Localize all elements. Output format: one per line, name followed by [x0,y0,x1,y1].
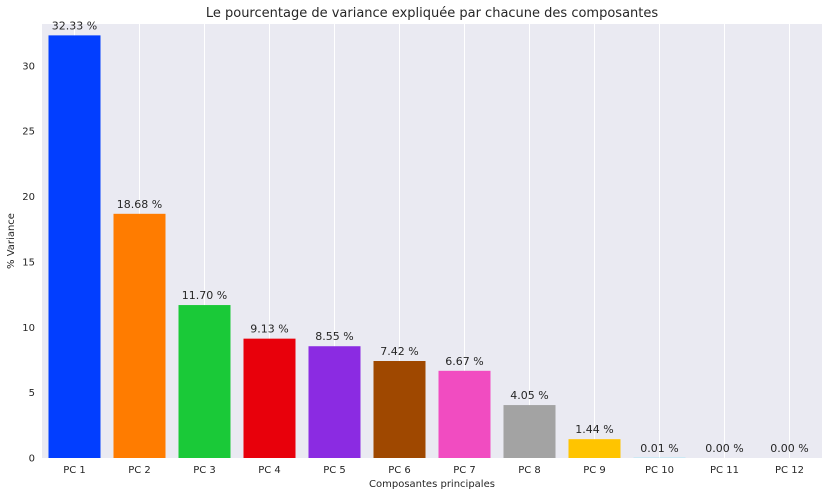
y-tick-label: 0 [29,454,35,465]
x-tick-label: PC 9 [583,465,606,476]
x-tick-label: PC 12 [775,465,804,476]
x-tick-label: PC 10 [645,465,674,476]
x-tick-label: PC 5 [323,465,346,476]
value-label: 11.70 % [182,289,227,302]
data-labels: 32.33 % 18.68 % 11.70 % 9.13 % 8.55 % 7.42 % 6… [52,19,809,455]
x-tick-label: PC 2 [128,465,151,476]
value-label: 7.42 % [380,345,418,358]
bar-pc-9 [568,439,621,458]
bars [48,35,686,458]
x-tick-label: PC 6 [388,465,411,476]
value-label: 1.44 % [575,423,613,436]
x-tick-label: PC 8 [518,465,541,476]
value-label: 32.33 % [52,19,97,32]
y-tick-label: 30 [22,61,35,72]
x-tick-label: PC 11 [710,465,739,476]
bar-pc-6 [373,361,426,458]
y-tick-label: 5 [29,388,35,399]
bar-pc-4 [243,338,296,458]
value-label: 0.00 % [705,442,743,455]
value-label: 8.55 % [315,330,353,343]
y-axis-label: % Variance [6,213,17,269]
bar-pc-5 [308,346,361,458]
plot-area [42,24,822,458]
x-axis-ticks: PC 1 PC 2 PC 3 PC 4 PC 5 PC 6 PC 7 PC 8 PC 9 PC 1… [63,465,804,476]
y-tick-label: 25 [22,127,35,138]
bar-pc-2 [113,213,166,458]
value-label: 18.68 % [117,198,162,211]
x-tick-label: PC 3 [193,465,216,476]
value-label: 0.00 % [770,442,808,455]
y-tick-label: 15 [22,257,35,268]
bar-pc-1 [48,35,101,458]
value-label: 6.67 % [445,355,483,368]
y-tick-label: 10 [22,323,35,334]
bar-pc-7 [438,370,491,458]
value-label: 0.01 % [640,442,678,455]
y-axis-ticks: 0 5 10 15 20 25 30 [22,61,35,464]
x-tick-label: PC 1 [63,465,86,476]
chart-title: Le pourcentage de variance expliquée par… [206,6,659,21]
bar-pc-3 [178,305,231,458]
x-axis-label: Composantes principales [369,479,495,490]
y-tick-label: 20 [22,192,35,203]
x-tick-label: PC 4 [258,465,281,476]
bar-pc-8 [503,405,556,458]
value-label: 9.13 % [250,323,288,336]
x-tick-label: PC 7 [453,465,476,476]
value-label: 4.05 % [510,389,548,402]
